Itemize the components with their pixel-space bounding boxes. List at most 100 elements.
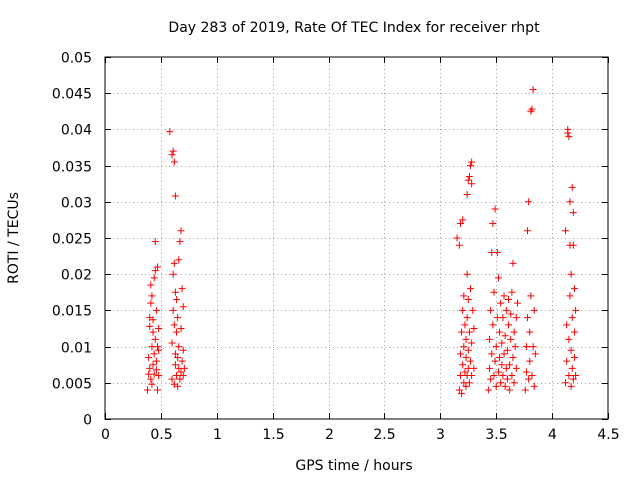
data-point [499, 314, 507, 322]
data-point [169, 270, 177, 278]
data-point [493, 248, 501, 256]
data-point [565, 133, 573, 141]
data-point [178, 285, 186, 293]
data-point [497, 299, 505, 307]
data-point [148, 380, 156, 388]
data-point [462, 335, 470, 343]
data-point [529, 343, 537, 351]
data-point [497, 379, 505, 387]
data-point [506, 361, 514, 369]
data-point [526, 328, 534, 336]
data-point [170, 321, 178, 329]
data-point [463, 270, 471, 278]
data-point [569, 241, 577, 249]
data-point [468, 372, 476, 380]
data-point [150, 370, 158, 378]
data-point [496, 353, 504, 361]
data-point [462, 382, 470, 390]
data-point [174, 314, 182, 322]
data-point [171, 350, 179, 358]
data-point [530, 382, 538, 390]
tick-labels-layer: 0 0.5 1 1.5 2 2.5 3 3.5 4 4.5 0 0.005 0.01 0.015 0.02 0… [52, 51, 620, 444]
data-point [524, 227, 532, 235]
data-point [171, 288, 179, 296]
data-point [565, 372, 573, 380]
data-point [147, 299, 155, 307]
data-point [564, 125, 572, 133]
data-point [174, 382, 182, 390]
data-point [154, 386, 162, 394]
data-point [498, 339, 506, 347]
data-point [569, 209, 577, 217]
data-point [179, 346, 187, 354]
data-point [154, 343, 162, 351]
data-point [467, 357, 475, 365]
data-point [168, 375, 176, 383]
data-point [567, 346, 575, 354]
chart-title: Day 283 of 2019, Rate Of TEC Index for r… [168, 20, 540, 36]
data-point [150, 350, 158, 358]
data-point [494, 368, 502, 376]
data-point [179, 303, 187, 311]
data-point [509, 353, 517, 361]
data-point [501, 382, 509, 390]
data-point [489, 220, 497, 228]
data-point [521, 386, 529, 394]
data-point [511, 343, 519, 351]
data-point [177, 227, 185, 235]
data-point [470, 364, 478, 372]
data-point [501, 332, 509, 340]
data-point [455, 241, 463, 249]
data-point [465, 328, 473, 336]
data-point [568, 364, 576, 372]
data-point [503, 346, 511, 354]
data-point [572, 372, 580, 380]
y-tick-label: 0.01 [61, 341, 92, 357]
data-point [155, 325, 163, 332]
x-axis-label: GPS time / hours [295, 458, 412, 474]
data-point [572, 306, 580, 314]
data-point [531, 350, 539, 358]
data-point [510, 379, 518, 387]
data-point [464, 176, 472, 184]
data-point [175, 256, 183, 264]
y-tick-label: 0 [83, 413, 92, 429]
data-point [149, 361, 157, 369]
data-point [486, 335, 494, 343]
data-point [568, 183, 576, 191]
data-point [461, 368, 469, 376]
data-point [528, 105, 536, 113]
data-point [507, 310, 515, 318]
data-point [151, 335, 159, 343]
data-point [526, 357, 534, 365]
data-point [143, 386, 151, 394]
data-point [500, 292, 508, 300]
data-point [562, 379, 570, 387]
data-point [507, 335, 515, 343]
data-point [508, 288, 516, 296]
data-point [570, 285, 578, 293]
data-point [168, 339, 176, 347]
y-axis-label: ROTI / TECUs [6, 192, 22, 284]
data-point [566, 292, 574, 300]
y-tick-label: 0.05 [61, 51, 92, 67]
data-point [468, 339, 476, 347]
data-point [491, 357, 499, 365]
data-point [513, 299, 521, 307]
data-point [146, 364, 154, 372]
data-point [487, 306, 495, 314]
data-point [527, 292, 535, 300]
data-point [509, 259, 517, 267]
data-point [567, 270, 575, 278]
data-point [508, 372, 516, 380]
data-point [458, 328, 466, 336]
data-point [490, 288, 498, 296]
data-point [456, 220, 464, 228]
data-point [487, 375, 495, 383]
y-tick-label: 0.015 [52, 304, 92, 320]
data-point [179, 372, 187, 380]
x-tick-label: 4.5 [597, 427, 619, 443]
data-point [146, 322, 154, 330]
data-point [166, 128, 174, 136]
